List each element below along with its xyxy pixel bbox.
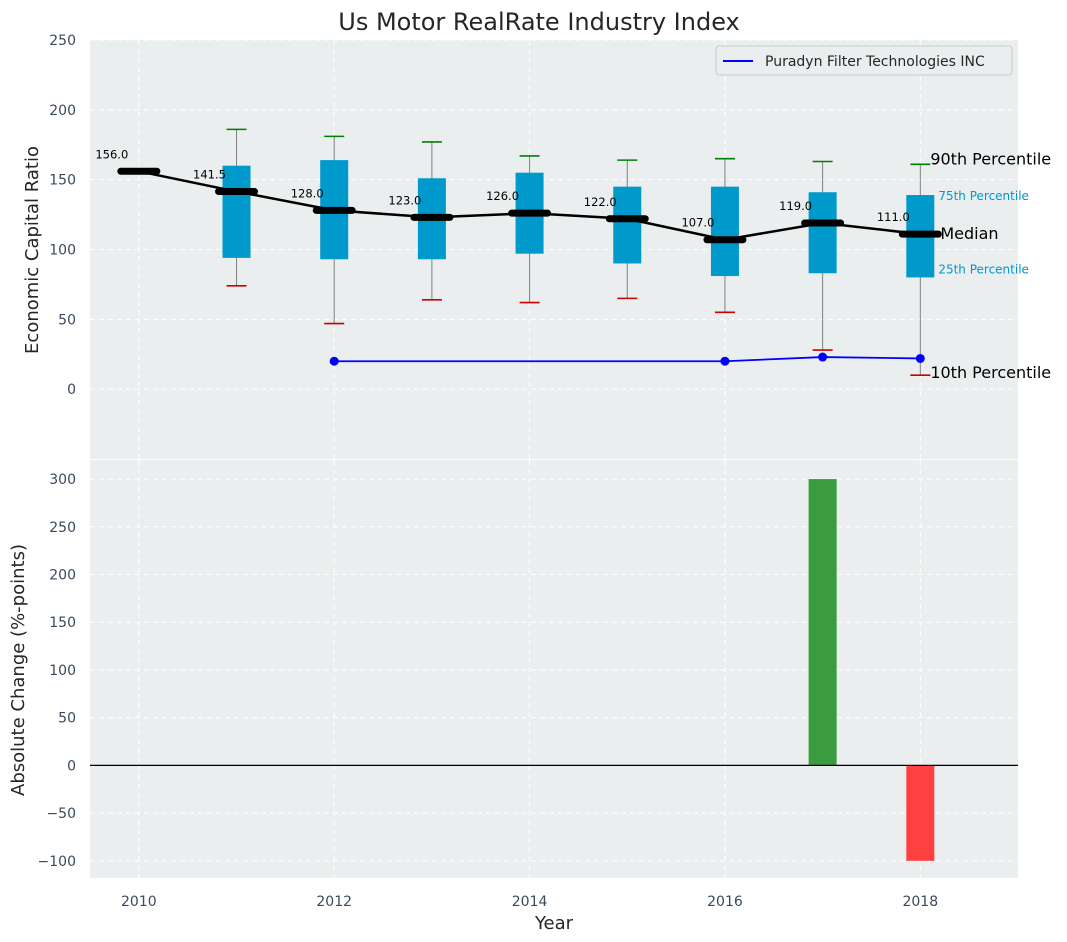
company-point [915,353,925,363]
bottom-y-tick-label: 0 [67,758,76,774]
iqr-box [613,186,642,264]
chart-title: Us Motor RealRate Industry Index [338,8,740,36]
legend-item-label: Puradyn Filter Technologies INC [765,54,985,70]
bottom-y-axis-label: Absolute Change (%-points) [8,544,29,796]
top-y-tick-label: 200 [49,103,76,119]
company-line [334,356,921,363]
bottom-y-tick-label: 100 [49,663,76,679]
x-axis-label: Year [534,913,574,934]
x-tick-label: 2016 [707,894,743,910]
x-tick-label: 2018 [902,894,938,910]
median-value-label: 123.0 [388,193,421,207]
median-value-label: 126.0 [486,189,519,203]
median-value-label: 156.0 [95,147,128,161]
p90-label: 90th Percentile [930,149,1051,168]
p25-label: 25th Percentile [938,262,1029,276]
iqr-box [222,165,251,258]
p75-label: 75th Percentile [938,189,1029,203]
median-value-label: 107.0 [681,216,714,230]
top-y-tick-label: 250 [49,33,76,49]
bottom-y-tick-label: 200 [49,568,76,584]
bottom-y-tick-label: −100 [38,854,76,870]
legend-box [715,45,1013,76]
bottom-y-tick-label: 300 [49,472,76,488]
bottom-y-tick-label: −50 [46,806,76,822]
company-point [329,356,339,366]
company-point [818,352,828,362]
p10-label: 10th Percentile [930,363,1051,382]
x-tick-label: 2014 [512,894,548,910]
iqr-box [808,192,837,274]
top-panel: 0 50 100 150 200 250 156.0 141.5 128.0 123.0 126.0… [49,33,1051,459]
change-bar [808,479,837,766]
bottom-y-tick-label: 50 [58,711,76,727]
top-y-tick-label: 50 [58,312,76,328]
bottom-panel: −100 −50 0 50 100 150 200 250 300 2010 2012 2014 201… [38,460,1018,910]
median-value-label: 128.0 [291,186,324,200]
x-tick-label: 2010 [121,894,157,910]
bottom-y-tick-label: 150 [49,615,76,631]
median-value-label: 141.5 [193,168,226,182]
top-y-tick-label: 150 [49,173,76,189]
median-value-label: 119.0 [779,199,812,213]
top-y-tick-label: 0 [67,382,76,398]
change-bar [906,765,935,861]
top-y-tick-label: 100 [49,243,76,259]
top-y-axis-label: Economic Capital Ratio [22,146,43,354]
company-point [720,356,730,366]
x-tick-label: 2012 [316,894,352,910]
median-label: Median [940,224,998,243]
bottom-plot-background [90,460,1018,878]
iqr-box [710,186,739,277]
bottom-y-tick-label: 250 [49,520,76,536]
legend: Puradyn Filter Technologies INC [715,45,1013,76]
median-value-label: 122.0 [584,195,617,209]
median-value-label: 111.0 [877,210,910,224]
